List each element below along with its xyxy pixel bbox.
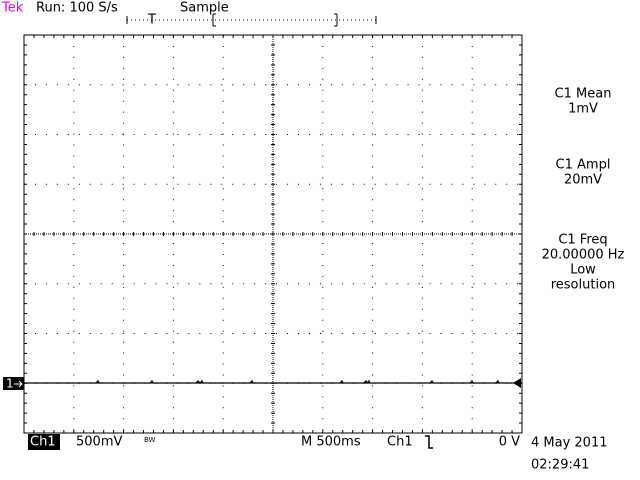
date: 4 May 2011 [531,436,608,451]
bandwidth-limit: BW [144,436,156,444]
trigger-source: Ch1 [387,435,413,450]
vertical-scale: 500mV [76,435,122,450]
measurement-line: 1mV [568,102,598,117]
graticule-ticks [23,34,523,434]
acquisition-mode: Sample [180,1,229,16]
measurement-line: resolution [551,278,616,293]
trigger-level-marker [513,378,521,388]
time: 02:29:41 [531,458,589,473]
measurement-line: Low [570,263,596,278]
channel: Ch1 [30,435,56,450]
graticule [23,34,523,434]
channel-marker-arrow [14,380,23,388]
brand: Tek [1,1,24,16]
waveform-trace [24,379,522,385]
measurement-line: C1 Freq [558,233,607,248]
run-status: Run: 100 S/s [36,1,118,16]
trigger-level: 0 V [499,435,520,450]
channel-marker: 1 [6,377,14,391]
measurement-line: 20mV [564,173,602,188]
record-window [212,13,338,27]
measurement-line: 20.00000 Hz [542,248,625,263]
measurement-line: C1 Ampl [556,158,611,173]
trigger-slope [425,435,433,449]
timebase: M 500ms [301,435,361,450]
trigger-position: T [147,13,156,28]
channel-box [28,434,60,450]
measurement-line: C1 Mean [555,87,612,102]
